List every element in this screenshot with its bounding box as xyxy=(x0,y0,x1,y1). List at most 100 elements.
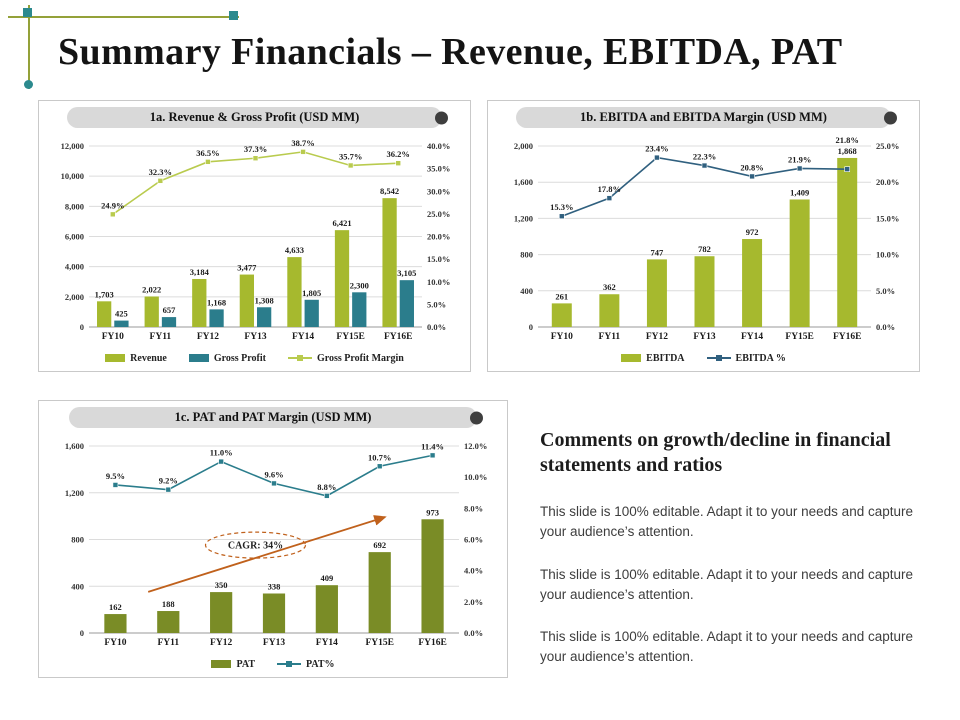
chart-text: 162 xyxy=(109,602,122,612)
chart-text: FY11 xyxy=(599,332,621,342)
chart-text: 30.0% xyxy=(427,186,450,196)
legend-bar-swatch xyxy=(105,354,126,362)
chart-text: FY15E xyxy=(336,332,365,342)
chart-text: 25.0% xyxy=(876,141,899,151)
comments-paragraph: This slide is 100% editable. Adapt it to… xyxy=(540,566,913,602)
chart-text: 38.7% xyxy=(291,138,314,148)
legend-item: Gross Profit Margin xyxy=(287,353,404,364)
comments-paragraph: This slide is 100% editable. Adapt it to… xyxy=(540,504,913,540)
bar xyxy=(144,296,159,327)
chart-text: 20.0% xyxy=(876,177,899,187)
bar xyxy=(352,292,367,327)
line-marker xyxy=(157,178,164,184)
chart-title: 1c. PAT and PAT Margin (USD MM) xyxy=(174,410,372,424)
legend-line-swatch xyxy=(277,660,301,668)
chart-text: 0 xyxy=(80,322,84,332)
bar xyxy=(114,320,129,327)
bar xyxy=(399,280,414,327)
bar xyxy=(257,307,272,327)
chart-text: FY12 xyxy=(210,638,232,648)
comments-section: Comments on growth/decline in financial … xyxy=(540,428,932,690)
chart-text: 0.0% xyxy=(427,322,446,332)
bar xyxy=(239,274,254,327)
line-marker xyxy=(252,155,259,162)
chart-text: 2,000 xyxy=(65,292,84,302)
chart-text: 6,000 xyxy=(65,232,84,242)
chart-text: 15.3% xyxy=(550,202,573,212)
chart-text: 3,184 xyxy=(190,267,210,277)
chart-text: 32.3% xyxy=(149,167,172,177)
chart-text: 10.0% xyxy=(464,472,487,482)
chart-text: 4,633 xyxy=(285,245,304,255)
chart-text: 1,868 xyxy=(838,146,857,156)
chart-text: 9.2% xyxy=(159,476,178,486)
chart-text: 362 xyxy=(603,282,616,292)
chart-text: 21.9% xyxy=(788,154,811,164)
chart-text: FY16E xyxy=(418,638,447,648)
chart-text: 12.0% xyxy=(464,441,487,451)
chart-text: FY16E xyxy=(833,332,862,342)
pill-dot-icon xyxy=(883,111,897,124)
bar xyxy=(599,294,620,327)
line-marker xyxy=(654,154,660,161)
bar xyxy=(368,552,391,633)
chart-title: 1b. EBITDA and EBITDA Margin (USD MM) xyxy=(580,110,827,124)
legend-label: EBITDA xyxy=(646,352,685,364)
chart-text: 37.3% xyxy=(244,144,267,154)
chart-text: 1,600 xyxy=(514,177,533,187)
comments-paragraph: This slide is 100% editable. Adapt it to… xyxy=(540,629,913,665)
line-marker xyxy=(376,463,383,470)
chart-text: FY14 xyxy=(292,332,314,342)
chart-text: 8.0% xyxy=(464,503,483,513)
chart-text: FY10 xyxy=(551,332,573,342)
chart-text: FY13 xyxy=(244,332,266,342)
comments-heading: Comments on growth/decline in financial … xyxy=(540,429,891,476)
bar xyxy=(694,256,715,327)
chart-text: 657 xyxy=(163,305,177,315)
line-marker xyxy=(347,162,354,169)
bar xyxy=(382,198,397,327)
line-marker xyxy=(395,160,402,166)
bar xyxy=(304,299,319,327)
bar xyxy=(209,309,224,327)
legend-item: PAT xyxy=(211,659,255,670)
chart-text: 8,000 xyxy=(65,201,84,211)
chart-text: FY14 xyxy=(741,332,763,342)
slide-title: Summary Financials – Revenue, EBITDA, PA… xyxy=(58,31,843,73)
chart-text: 2,300 xyxy=(350,280,369,290)
line-marker xyxy=(558,213,565,220)
chart-text: 15.0% xyxy=(427,254,450,264)
chart-legend: EBITDA EBITDA % xyxy=(488,345,919,371)
chart-text: FY13 xyxy=(263,638,285,648)
chart-text: 1,308 xyxy=(255,295,274,305)
chart-text: 40.0% xyxy=(427,141,450,151)
bar xyxy=(262,593,286,633)
chart-text: FY14 xyxy=(316,638,338,648)
bar xyxy=(97,301,112,327)
chart-text: FY13 xyxy=(693,332,715,342)
chart-text: 800 xyxy=(520,250,533,260)
bar xyxy=(837,157,858,327)
chart-text: 800 xyxy=(71,535,84,545)
chart-text: FY15E xyxy=(365,638,394,648)
chart-text: 20.0% xyxy=(427,232,450,242)
bar xyxy=(287,257,302,327)
line-marker xyxy=(271,480,277,487)
bar xyxy=(742,239,763,327)
chart-text: 0.0% xyxy=(464,628,483,638)
chart-text: 1,168 xyxy=(207,297,226,307)
legend-bar-swatch xyxy=(621,354,642,362)
chart-canvas-ebitda: 0 400 800 1,200 1,600 2,000 0.0% 5.0% 10.0% 15.0%… xyxy=(488,130,919,345)
chart-text: 36.2% xyxy=(387,149,410,159)
chart-text: 1,805 xyxy=(302,288,321,298)
chart-text: 692 xyxy=(373,540,386,550)
line-marker xyxy=(205,159,211,165)
chart-text: FY11 xyxy=(157,638,179,648)
chart-svg: 0 400 800 1,200 1,600 0.0% 2.0% 4.0% 6.0% 8.0% 10.… xyxy=(65,441,488,648)
chart-text: 409 xyxy=(320,573,333,583)
chart-text: 15.0% xyxy=(876,213,899,223)
line-marker xyxy=(701,162,708,169)
bar xyxy=(210,592,233,633)
chart-text: 9.5% xyxy=(106,471,125,481)
chart-text: 4.0% xyxy=(464,566,483,576)
